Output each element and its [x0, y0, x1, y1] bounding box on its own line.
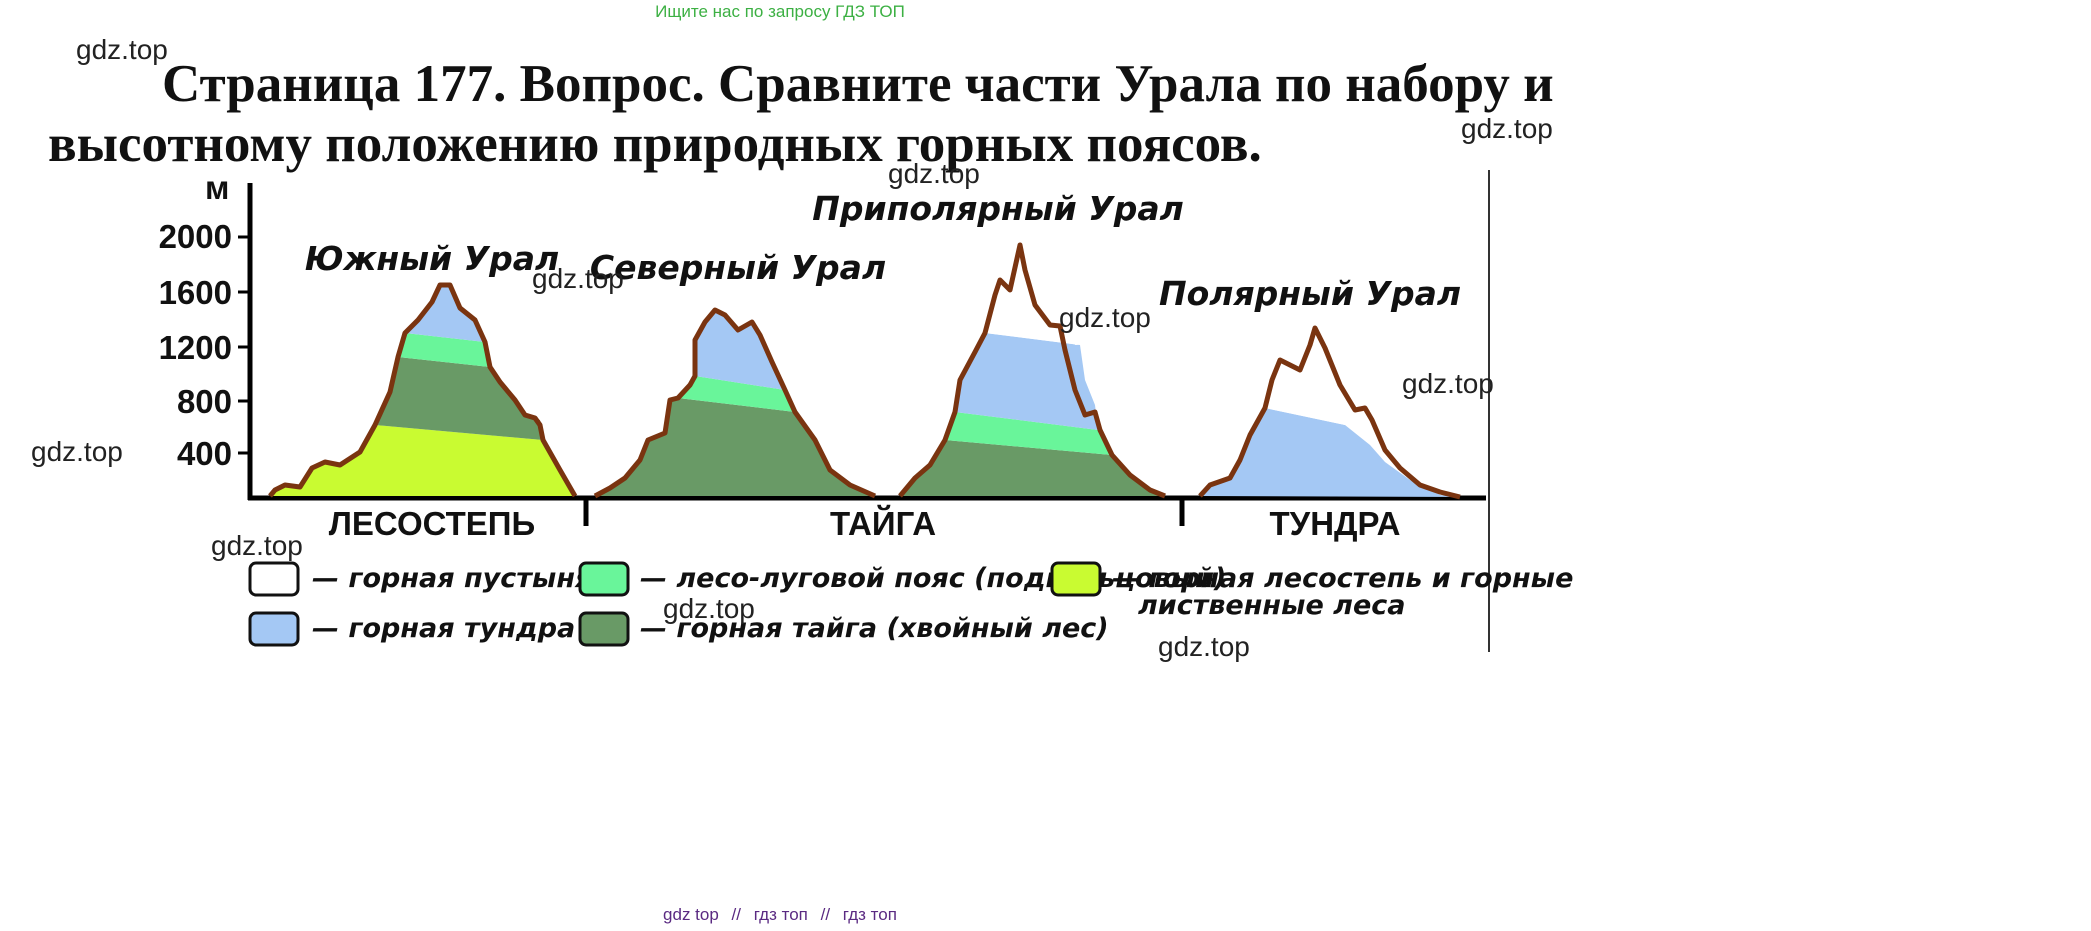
- region-label-northern: Северный Урал: [590, 248, 886, 287]
- mountain-northern-ural: [593, 307, 877, 499]
- footer-separator: //: [731, 905, 741, 924]
- y-tick-label: 1200: [159, 329, 232, 366]
- zone-label-taiga: ТАЙГА: [830, 504, 936, 542]
- footer-link-gdz-top-ru-2[interactable]: гдз топ: [842, 905, 897, 924]
- zone-label-forest-steppe: ЛЕСОСТЕПЬ: [329, 505, 535, 542]
- footer-links: gdz top // гдз топ // гдз топ: [0, 905, 1560, 925]
- search-hint-link[interactable]: Ищите нас по запросу ГДЗ ТОП: [655, 2, 905, 21]
- legend-label-desert: — горная пустыня: [312, 563, 592, 594]
- y-tick-label: 2000: [159, 218, 232, 255]
- mountain-polar-ural: [1198, 325, 1461, 500]
- mountain-southern-ural: [268, 282, 578, 498]
- legend-swatch-taiga: [578, 611, 630, 647]
- footer-link-gdz-top-ru[interactable]: гдз топ: [753, 905, 808, 924]
- legend-swatch-tundra: [248, 611, 300, 647]
- y-axis-unit: м: [205, 169, 229, 206]
- watermark: gdz.top: [1059, 302, 1151, 333]
- region-label-polar: Полярный Урал: [1159, 274, 1461, 313]
- watermark: gdz.top: [211, 530, 303, 561]
- page-title-line-2: высотному положению природных горных поя…: [48, 115, 1262, 173]
- footer-link-gdz-top[interactable]: gdz top: [663, 905, 719, 924]
- mountain-subpolar-ural: [898, 242, 1166, 499]
- region-label-southern: Южный Урал: [305, 239, 559, 278]
- zone-label-tundra: ТУНДРА: [1270, 505, 1401, 542]
- watermark: gdz.top: [532, 263, 624, 294]
- legend-label-meadow: — лесо-луговой пояс (подгольцовый): [640, 563, 1226, 594]
- legend-label-tundra: — горная тундра: [312, 613, 575, 644]
- y-tick-label: 800: [177, 383, 232, 420]
- right-divider-line: [1488, 170, 1490, 652]
- legend-label-taiga: — горная тайга (хвойный лес): [640, 613, 1109, 644]
- watermark: gdz.top: [663, 593, 755, 624]
- watermark: gdz.top: [76, 34, 168, 65]
- legend-swatch-steppe: [1050, 561, 1102, 597]
- y-tick-label: 1600: [159, 274, 232, 311]
- watermark: gdz.top: [1158, 631, 1250, 662]
- legend-swatch-desert: [248, 561, 300, 597]
- legend-swatch-meadow: [578, 561, 630, 597]
- footer-separator: //: [820, 905, 831, 924]
- page-title-line-1: Страница 177. Вопрос. Сравните части Ура…: [162, 55, 1554, 113]
- legend-label-steppe-1: — горная лесостепь и горные: [1112, 563, 1573, 594]
- watermark: gdz.top: [1461, 113, 1553, 144]
- legend-label-steppe-2: лиственные леса: [1138, 590, 1406, 621]
- region-label-subpolar: Приполярный Урал: [812, 189, 1184, 228]
- y-tick-label: 400: [177, 435, 232, 472]
- legend: — горная пустыня — горная тундра — лесо-…: [248, 561, 1573, 647]
- watermark: gdz.top: [1402, 368, 1494, 399]
- watermark: gdz.top: [888, 158, 980, 189]
- watermark: gdz.top: [31, 436, 123, 467]
